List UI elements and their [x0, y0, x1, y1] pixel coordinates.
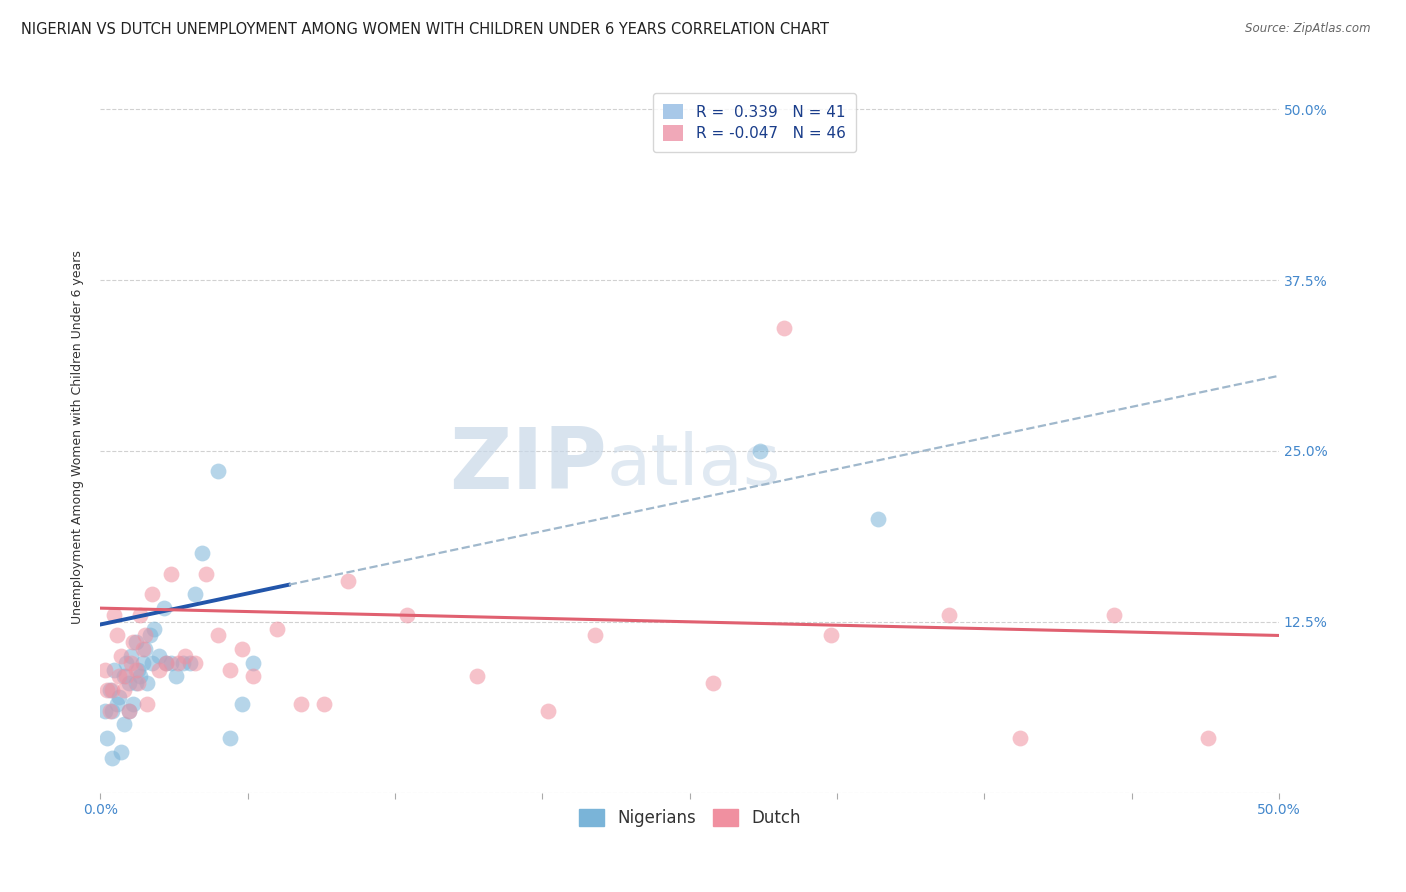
Point [153, 601, 176, 615]
Point [110, 648, 132, 663]
Point [160, 566, 183, 581]
Point [749, 444, 772, 458]
Point [207, 628, 229, 642]
Point [103, 663, 125, 677]
Point [120, 656, 142, 670]
Point [155, 656, 177, 670]
Point [122, 697, 145, 711]
Point [108, 669, 131, 683]
Point [868, 512, 890, 526]
Point [112, 669, 135, 683]
Point [124, 676, 146, 690]
Point [115, 656, 138, 670]
Point [336, 574, 359, 588]
Legend: Nigerians, Dutch: Nigerians, Dutch [572, 803, 807, 834]
Text: atlas: atlas [607, 431, 782, 500]
Y-axis label: Unemployment Among Women with Children Under 6 years: Unemployment Among Women with Children U… [72, 251, 84, 624]
Point [395, 607, 418, 622]
Point [134, 642, 156, 657]
Point [94, 704, 117, 718]
Text: Source: ZipAtlas.com: Source: ZipAtlas.com [1246, 22, 1371, 36]
Point [124, 663, 146, 677]
Point [101, 751, 124, 765]
Point [94, 663, 117, 677]
Point [172, 656, 194, 670]
Point [101, 704, 124, 718]
Point [218, 731, 240, 745]
Point [266, 622, 288, 636]
Text: ZIP: ZIP [450, 425, 607, 508]
Point [938, 607, 960, 622]
Point [174, 648, 197, 663]
Point [148, 663, 170, 677]
Point [127, 663, 149, 677]
Point [167, 656, 190, 670]
Point [231, 697, 253, 711]
Point [134, 628, 156, 642]
Point [155, 656, 177, 670]
Point [179, 656, 201, 670]
Point [136, 697, 159, 711]
Point [105, 628, 128, 642]
Point [98, 704, 121, 718]
Point [231, 642, 253, 657]
Point [131, 642, 153, 657]
Point [98, 683, 121, 698]
Point [108, 690, 131, 704]
Point [242, 656, 264, 670]
Point [117, 704, 139, 718]
Point [207, 465, 229, 479]
Point [1102, 607, 1125, 622]
Point [127, 676, 149, 690]
Point [124, 635, 146, 649]
Point [96, 683, 118, 698]
Point [148, 648, 170, 663]
Point [195, 566, 218, 581]
Point [117, 676, 139, 690]
Point [101, 683, 124, 698]
Point [112, 683, 135, 698]
Point [583, 628, 606, 642]
Point [112, 717, 135, 731]
Point [141, 656, 163, 670]
Point [183, 656, 205, 670]
Point [773, 321, 796, 335]
Point [820, 628, 842, 642]
Point [141, 587, 163, 601]
Point [190, 546, 212, 560]
Point [242, 669, 264, 683]
Point [1197, 731, 1219, 745]
Text: NIGERIAN VS DUTCH UNEMPLOYMENT AMONG WOMEN WITH CHILDREN UNDER 6 YEARS CORRELATI: NIGERIAN VS DUTCH UNEMPLOYMENT AMONG WOM… [21, 22, 830, 37]
Point [136, 676, 159, 690]
Point [120, 648, 142, 663]
Point [117, 704, 139, 718]
Point [131, 656, 153, 670]
Point [183, 587, 205, 601]
Point [103, 607, 125, 622]
Point [218, 663, 240, 677]
Point [702, 676, 724, 690]
Point [467, 669, 489, 683]
Point [96, 731, 118, 745]
Point [110, 745, 132, 759]
Point [129, 607, 152, 622]
Point [138, 628, 160, 642]
Point [143, 622, 166, 636]
Point [290, 697, 312, 711]
Point [1008, 731, 1031, 745]
Point [314, 697, 336, 711]
Point [129, 669, 152, 683]
Point [160, 656, 183, 670]
Point [105, 697, 128, 711]
Point [165, 669, 187, 683]
Point [537, 704, 560, 718]
Point [115, 669, 138, 683]
Point [122, 635, 145, 649]
